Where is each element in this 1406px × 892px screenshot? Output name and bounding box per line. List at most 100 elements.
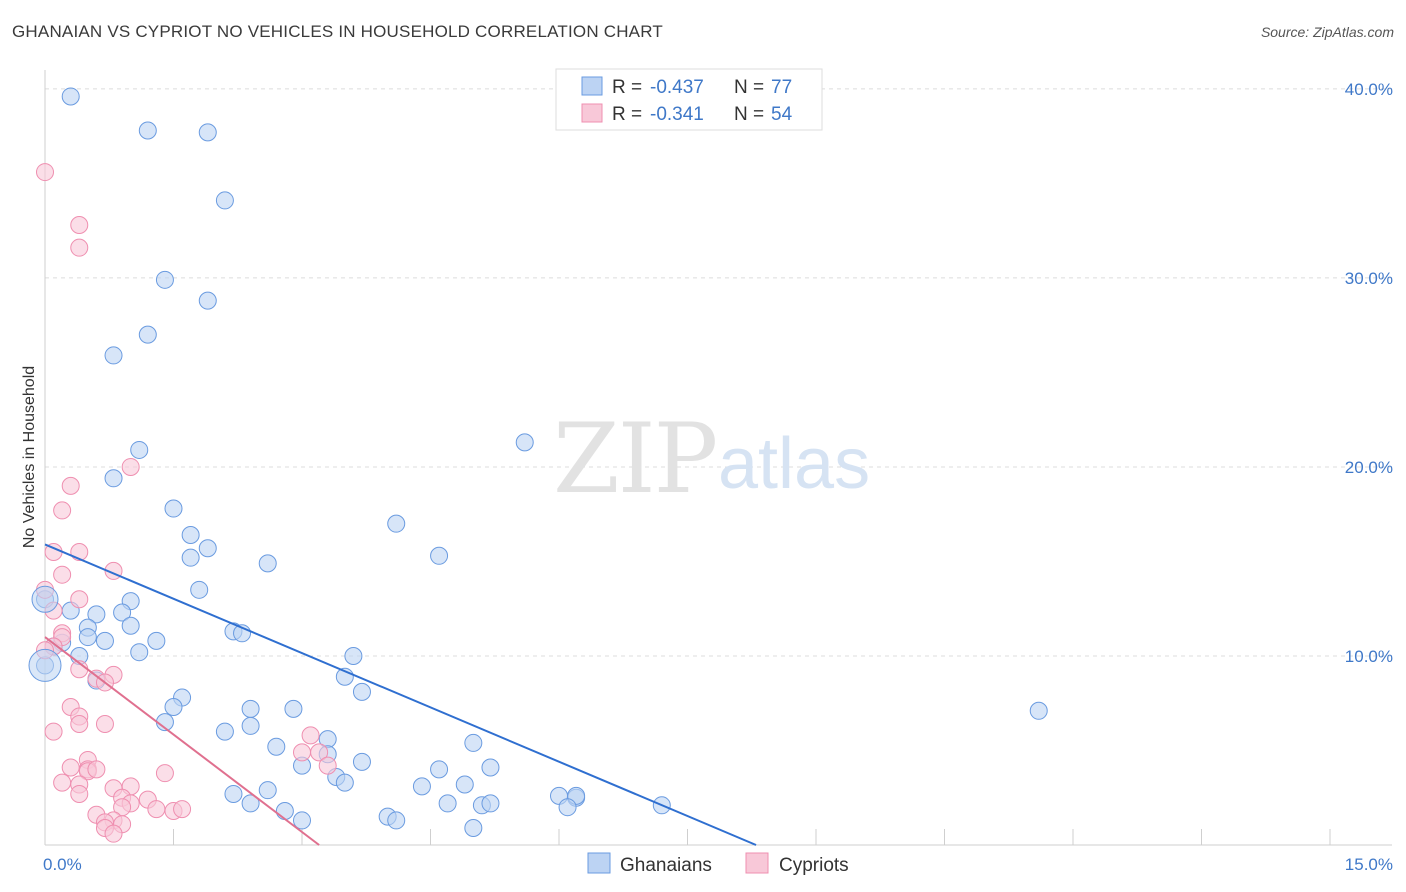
- point-ghanaians: [412, 777, 431, 796]
- legend-n-value-cypriots: 54: [771, 104, 793, 125]
- point-ghanaians: [28, 648, 62, 682]
- point-cypriots: [121, 457, 140, 476]
- legend-r-label-cypriots: R =: [612, 104, 642, 125]
- point-ghanaians: [241, 716, 260, 735]
- point-ghanaians: [335, 773, 354, 792]
- point-ghanaians: [215, 191, 234, 210]
- point-ghanaians: [241, 794, 260, 813]
- point-ghanaians: [121, 616, 140, 635]
- grid-lines: [45, 88, 1392, 657]
- legend-swatch-cypriots: [581, 103, 603, 123]
- point-cypriots: [70, 590, 89, 609]
- point-ghanaians: [181, 526, 200, 544]
- legend-n-value-ghanaians: 77: [771, 77, 792, 98]
- point-cypriots: [104, 824, 123, 843]
- point-ghanaians: [430, 546, 449, 565]
- point-ghanaians: [31, 585, 59, 613]
- point-cypriots: [155, 764, 174, 783]
- point-ghanaians: [164, 499, 183, 518]
- y-tick-labels: 10.0% 20.0% 30.0% 40.0%: [1345, 80, 1393, 666]
- point-ghanaians: [464, 818, 483, 837]
- point-ghanaians: [224, 784, 243, 803]
- legend-r-value-ghanaians: -0.437: [650, 77, 704, 98]
- point-ghanaians: [87, 605, 106, 624]
- point-ghanaians: [198, 539, 217, 558]
- point-ghanaians: [430, 760, 449, 779]
- x-tick-labels: 0.0% 15.0%: [43, 855, 1393, 874]
- legend-r-value-cypriots: -0.341: [650, 104, 704, 125]
- point-cypriots: [147, 800, 166, 819]
- watermark-zip: ZIP: [553, 403, 716, 515]
- point-ghanaians: [481, 758, 500, 777]
- point-cypriots: [53, 773, 72, 792]
- bottom-legend-swatch-cypriots: [745, 852, 769, 874]
- legend-n-label-ghanaians: N =: [734, 77, 764, 98]
- point-ghanaians: [147, 631, 166, 650]
- point-ghanaians: [352, 752, 371, 771]
- y-tick-label: 20.0%: [1345, 458, 1393, 477]
- bottom-legend-label-ghanaians: Ghanaians: [620, 855, 712, 876]
- point-cypriots: [310, 743, 329, 762]
- y-tick-label: 40.0%: [1345, 80, 1393, 99]
- y-tick-label: 30.0%: [1345, 269, 1393, 288]
- trend-line-ghanaians: [44, 543, 757, 846]
- point-ghanaians: [241, 699, 260, 718]
- point-cypriots: [36, 163, 54, 182]
- point-cypriots: [61, 476, 80, 495]
- point-cypriots: [53, 565, 72, 584]
- point-ghanaians: [293, 811, 311, 830]
- point-ghanaians: [258, 554, 277, 573]
- data-points: [28, 87, 1048, 843]
- watermark-atlas: atlas: [718, 424, 870, 504]
- point-ghanaians: [344, 646, 363, 665]
- y-axis-label: No Vehicles in Household: [21, 366, 38, 548]
- point-cypriots: [95, 715, 114, 734]
- point-ghanaians: [61, 87, 80, 106]
- point-cypriots: [44, 722, 63, 741]
- point-ghanaians: [190, 580, 209, 599]
- point-ghanaians: [352, 682, 371, 701]
- point-ghanaians: [267, 737, 286, 756]
- point-ghanaians: [515, 433, 534, 452]
- point-ghanaians: [455, 775, 474, 794]
- legend-top: R = -0.437 N = 77 R = -0.341 N = 54: [555, 68, 823, 131]
- point-ghanaians: [198, 123, 217, 142]
- point-cypriots: [173, 800, 192, 819]
- y-tick-label: 10.0%: [1345, 647, 1393, 666]
- axes: [44, 70, 1392, 846]
- point-ghanaians: [387, 514, 406, 533]
- point-ghanaians: [138, 325, 157, 344]
- point-ghanaians: [181, 548, 200, 567]
- point-ghanaians: [215, 722, 234, 741]
- legend-r-label-ghanaians: R =: [612, 77, 642, 98]
- point-cypriots: [293, 743, 311, 762]
- point-ghanaians: [198, 291, 217, 310]
- chart-title: GHANAIAN VS CYPRIOT NO VEHICLES IN HOUSE…: [12, 22, 663, 41]
- point-cypriots: [87, 760, 106, 779]
- point-ghanaians: [275, 801, 294, 820]
- point-ghanaians: [155, 270, 174, 289]
- point-ghanaians: [95, 631, 114, 650]
- point-ghanaians: [438, 794, 457, 813]
- x-tick-label: 15.0%: [1345, 855, 1393, 874]
- legend-swatch-ghanaians: [581, 76, 603, 96]
- point-cypriots: [53, 501, 72, 520]
- point-ghanaians: [1029, 701, 1048, 720]
- point-ghanaians: [130, 643, 149, 662]
- x-tick-label: 0.0%: [43, 855, 82, 874]
- point-ghanaians: [78, 628, 97, 647]
- point-cypriots: [70, 216, 89, 234]
- point-cypriots: [70, 784, 89, 803]
- point-ghanaians: [138, 121, 157, 140]
- point-cypriots: [70, 715, 89, 734]
- trend-line-cypriots: [44, 636, 320, 846]
- point-ghanaians: [558, 798, 577, 817]
- point-ghanaians: [164, 698, 183, 717]
- point-ghanaians: [481, 794, 500, 813]
- bottom-legend-label-cypriots: Cypriots: [779, 855, 849, 876]
- legend-bottom: Ghanaians Cypriots: [587, 852, 849, 876]
- point-cypriots: [61, 758, 80, 777]
- point-cypriots: [301, 726, 320, 745]
- legend-n-label-cypriots: N =: [734, 104, 764, 125]
